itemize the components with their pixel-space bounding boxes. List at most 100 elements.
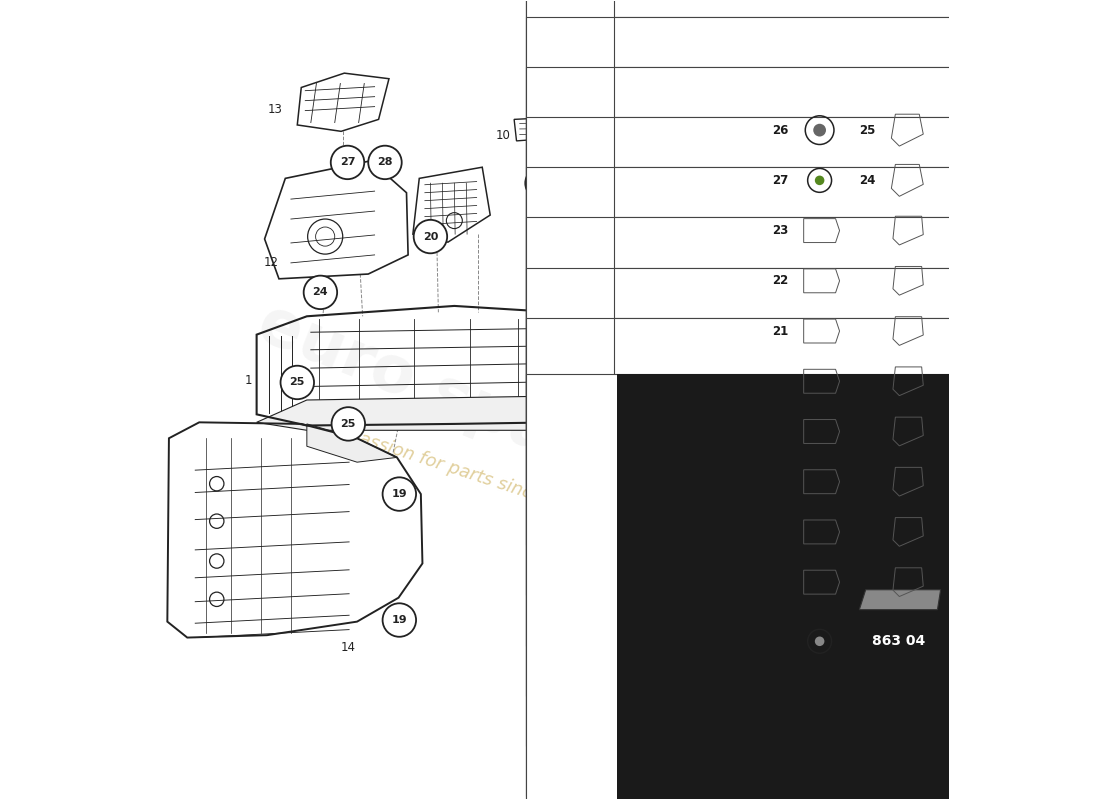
FancyBboxPatch shape [614, 0, 1100, 445]
Circle shape [813, 124, 826, 137]
Circle shape [331, 146, 364, 179]
Circle shape [612, 470, 645, 503]
Circle shape [368, 146, 402, 179]
Circle shape [627, 200, 661, 234]
Text: 31: 31 [713, 585, 728, 594]
Circle shape [383, 478, 416, 511]
Polygon shape [256, 396, 594, 430]
Text: 4: 4 [584, 328, 592, 341]
Text: 5: 5 [700, 290, 707, 303]
Text: 20: 20 [422, 231, 438, 242]
Text: 21: 21 [694, 473, 710, 483]
FancyBboxPatch shape [614, 268, 1100, 796]
Polygon shape [859, 590, 940, 610]
Circle shape [658, 515, 669, 526]
Circle shape [638, 515, 650, 526]
Text: 21: 21 [653, 593, 670, 602]
Polygon shape [734, 322, 798, 342]
Polygon shape [307, 424, 397, 462]
FancyBboxPatch shape [526, 17, 1092, 545]
Text: 16: 16 [771, 576, 788, 589]
Text: 7: 7 [550, 602, 558, 615]
Text: 22: 22 [771, 274, 788, 287]
Circle shape [549, 118, 582, 152]
Circle shape [601, 517, 635, 550]
FancyBboxPatch shape [526, 117, 1092, 646]
Text: 13: 13 [267, 102, 282, 115]
FancyBboxPatch shape [526, 318, 1092, 800]
FancyBboxPatch shape [526, 0, 1092, 394]
Text: 25: 25 [289, 378, 305, 387]
Text: 19: 19 [592, 454, 607, 465]
Text: 3: 3 [429, 226, 437, 239]
Text: 8: 8 [551, 625, 558, 638]
FancyBboxPatch shape [614, 0, 1100, 495]
FancyBboxPatch shape [617, 374, 1100, 800]
Text: 20: 20 [771, 374, 788, 388]
Text: 18: 18 [771, 475, 788, 488]
Circle shape [598, 366, 632, 399]
Circle shape [280, 366, 314, 399]
FancyBboxPatch shape [614, 318, 1100, 800]
Text: 19: 19 [771, 425, 788, 438]
Circle shape [304, 276, 337, 309]
Text: 26: 26 [771, 124, 788, 137]
Circle shape [414, 220, 448, 254]
Text: euro spares: euro spares [249, 291, 668, 509]
Text: 25: 25 [341, 419, 356, 429]
Text: 12: 12 [264, 256, 279, 270]
FancyBboxPatch shape [614, 117, 1100, 646]
Text: 23: 23 [771, 224, 788, 237]
Text: 19: 19 [392, 615, 407, 625]
Text: 23: 23 [596, 182, 612, 191]
Text: 23: 23 [558, 130, 573, 140]
Text: 27: 27 [771, 174, 788, 187]
Text: 20: 20 [716, 346, 732, 355]
Text: 26: 26 [548, 445, 563, 454]
Text: 27: 27 [340, 158, 355, 167]
Circle shape [526, 166, 559, 200]
FancyBboxPatch shape [614, 167, 1100, 696]
Circle shape [659, 573, 693, 606]
Text: 22: 22 [535, 178, 550, 188]
FancyBboxPatch shape [526, 0, 1092, 495]
Circle shape [383, 603, 416, 637]
FancyBboxPatch shape [614, 66, 1100, 595]
Text: 863 04: 863 04 [872, 634, 925, 648]
FancyBboxPatch shape [526, 218, 1092, 746]
Circle shape [583, 443, 616, 477]
Text: 30: 30 [669, 585, 683, 594]
Text: 29: 29 [610, 529, 626, 539]
Text: 17: 17 [620, 481, 636, 491]
Circle shape [645, 581, 679, 614]
Text: 9: 9 [550, 649, 558, 662]
Text: a passion for parts since 1982: a passion for parts since 1982 [330, 421, 594, 522]
Text: 17: 17 [638, 411, 653, 421]
Circle shape [704, 573, 737, 606]
Text: 24: 24 [312, 287, 328, 298]
Text: 28: 28 [377, 158, 393, 167]
Text: 2: 2 [544, 383, 551, 396]
FancyBboxPatch shape [526, 374, 1092, 800]
Text: 17: 17 [771, 526, 788, 538]
FancyBboxPatch shape [614, 218, 1100, 746]
Circle shape [570, 611, 578, 619]
Text: 19: 19 [392, 489, 407, 499]
Text: 15: 15 [384, 489, 398, 502]
Text: 22: 22 [636, 212, 652, 222]
FancyBboxPatch shape [614, 0, 1100, 394]
Circle shape [331, 407, 365, 441]
Text: 6: 6 [527, 646, 535, 659]
Text: 10: 10 [495, 129, 510, 142]
Circle shape [562, 289, 595, 322]
FancyBboxPatch shape [526, 268, 1092, 796]
FancyBboxPatch shape [526, 0, 1092, 445]
Text: 16: 16 [571, 301, 586, 311]
Text: 28: 28 [771, 634, 788, 648]
Text: 19: 19 [607, 378, 624, 387]
FancyBboxPatch shape [614, 17, 1100, 545]
Circle shape [629, 399, 662, 433]
Polygon shape [582, 390, 602, 430]
Circle shape [815, 175, 824, 185]
Text: 24: 24 [859, 174, 876, 187]
